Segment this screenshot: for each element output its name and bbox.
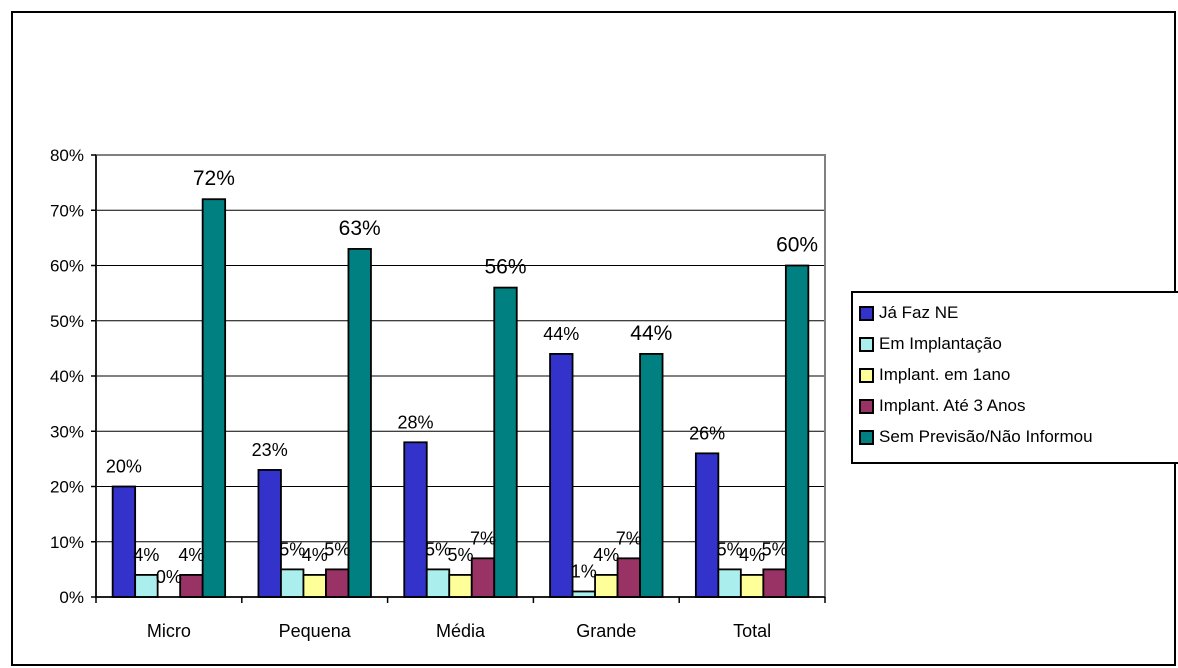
- data-label: 56%: [484, 256, 526, 279]
- data-label: 7%: [616, 528, 642, 548]
- legend-swatch: [859, 336, 874, 352]
- data-label: 26%: [689, 423, 725, 443]
- data-label: 28%: [397, 412, 433, 432]
- bar: [762, 568, 787, 598]
- bar: [493, 286, 518, 598]
- bar: [784, 264, 810, 598]
- data-label: 1%: [571, 561, 597, 581]
- y-tick-label: 70%: [50, 201, 84, 220]
- data-label: 63%: [339, 217, 381, 240]
- legend-label: Implant. Até 3 Anos: [879, 396, 1026, 415]
- legend-item: Implant. em 1ano: [859, 362, 1010, 388]
- data-label: 5%: [425, 539, 451, 559]
- y-tick-label: 80%: [50, 146, 84, 165]
- bar: [639, 352, 664, 598]
- legend-swatch: [859, 367, 874, 383]
- data-label: 5%: [324, 539, 350, 559]
- legend-swatch: [859, 429, 874, 445]
- x-tick-label: Total: [733, 621, 771, 641]
- legend-item: Em Implantação: [859, 331, 1002, 357]
- bar: [425, 568, 451, 598]
- bar: [594, 574, 619, 598]
- x-tick-label: Média: [436, 621, 486, 641]
- data-label: 5%: [279, 539, 305, 559]
- legend-label: Sem Previsão/Não Informou: [879, 427, 1093, 446]
- x-tick-label: Micro: [147, 621, 191, 641]
- legend-label: Implant. em 1ano: [879, 365, 1011, 384]
- bar: [325, 568, 350, 598]
- bar: [403, 441, 428, 598]
- y-tick-label: 0%: [59, 588, 84, 607]
- data-label: 4%: [739, 545, 765, 565]
- data-label: 7%: [470, 528, 496, 548]
- data-label: 5%: [717, 539, 743, 559]
- y-tick-label: 30%: [50, 422, 84, 441]
- data-label: 23%: [252, 440, 288, 460]
- data-label: 20%: [106, 457, 142, 477]
- data-label: 4%: [593, 545, 619, 565]
- bar: [179, 574, 204, 598]
- data-label: 4%: [133, 545, 159, 565]
- y-tick-label: 50%: [50, 312, 84, 331]
- bar: [549, 352, 574, 598]
- bar: [448, 574, 473, 598]
- legend-label: Já Faz NE: [879, 303, 959, 322]
- legend-swatch: [859, 398, 874, 414]
- data-label: 4%: [178, 545, 204, 565]
- legend-item: Implant. Até 3 Anos: [859, 393, 1025, 419]
- x-axis: Micro Pequena Média Grande Total: [95, 596, 826, 641]
- data-label: 44%: [630, 322, 672, 345]
- data-label: 5%: [447, 545, 473, 565]
- bar: [257, 469, 282, 598]
- bar: [739, 574, 765, 598]
- bar: [134, 574, 159, 598]
- legend-item: Já Faz NE: [859, 300, 958, 326]
- x-tick-label: Pequena: [279, 621, 352, 641]
- legend-item: Sem Previsão/Não Informou: [859, 424, 1093, 450]
- y-tick-label: 60%: [50, 257, 84, 276]
- y-tick-label: 40%: [50, 367, 84, 386]
- legend-label: Em Implantação: [879, 334, 1002, 353]
- data-label: 44%: [543, 324, 579, 344]
- data-label: 4%: [302, 545, 328, 565]
- bar: [616, 557, 641, 598]
- data-label: 72%: [193, 167, 235, 190]
- bars: [111, 198, 810, 598]
- bar: [111, 485, 137, 598]
- bar: [302, 574, 327, 598]
- legend-swatch: [859, 305, 874, 321]
- data-label: 0%: [156, 567, 182, 587]
- bar: [694, 452, 720, 598]
- x-tick-label: Grande: [576, 621, 636, 641]
- bar: [717, 568, 742, 598]
- bar: [470, 557, 496, 598]
- data-labels: 20%23%28%44%26%4% 5% 5%1%5%0%4% 5% 4% 4%4% 5%7…: [106, 167, 818, 587]
- bar: [201, 198, 227, 598]
- y-tick-label: 10%: [50, 533, 84, 552]
- bar: [571, 590, 596, 598]
- y-tick-label: 20%: [50, 478, 84, 497]
- data-label: 60%: [776, 234, 818, 257]
- legend: Já Faz NE Em Implantação Implant. em 1ano I…: [851, 291, 1178, 464]
- y-axis: 0% 10% 20% 30% 40% 50% 60% 70% 80%: [50, 146, 97, 607]
- bar: [280, 568, 305, 598]
- data-label: 5%: [762, 539, 788, 559]
- bar: [347, 248, 372, 598]
